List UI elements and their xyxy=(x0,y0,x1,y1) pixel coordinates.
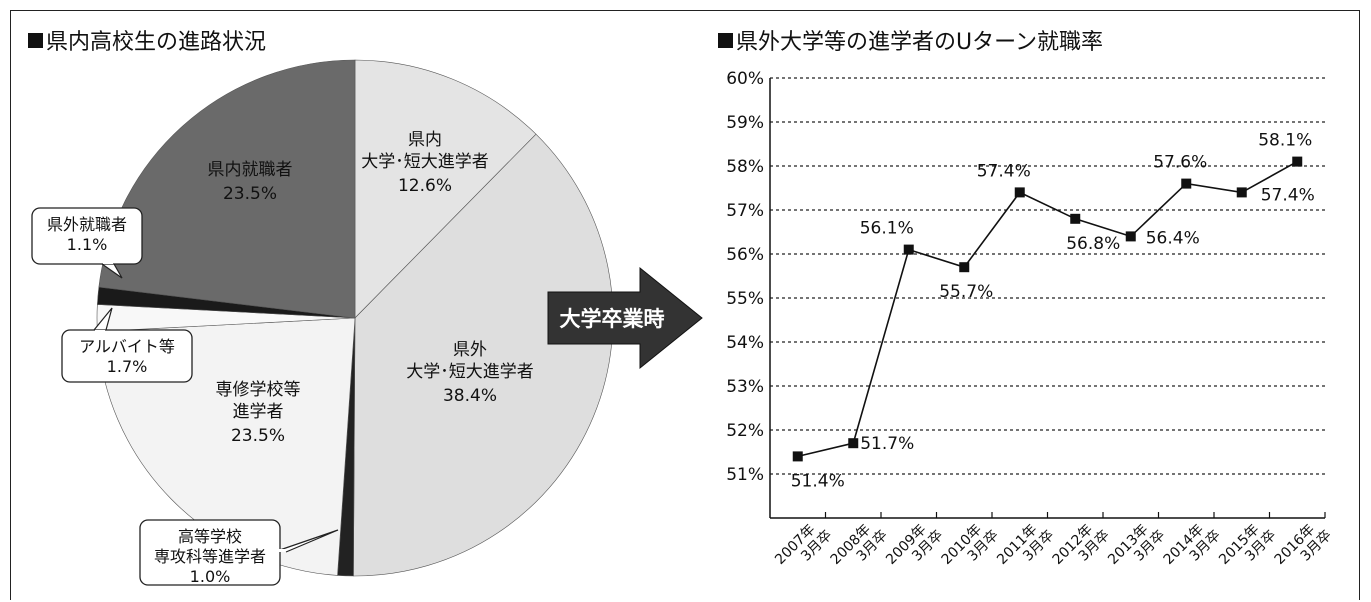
pie-chart: 県内大学･短大進学者12.6%県外大学･短大進学者38.4%専修学校等進学者23… xyxy=(31,59,614,586)
callout-box xyxy=(31,207,143,265)
callout-box xyxy=(139,519,281,586)
pie-slice xyxy=(353,133,614,577)
callout-label: アルバイト等 xyxy=(79,337,175,356)
pie-slice-label: 県内 xyxy=(408,130,442,150)
callout-label: 高等学校 xyxy=(178,527,242,546)
square-bullet-icon xyxy=(718,33,733,48)
pie-slice-value: 23.5% xyxy=(223,184,277,204)
line-chart-title: 県外大学等の進学者のUターン就職率 xyxy=(718,24,1103,56)
pie-slice-label: 県内就職者 xyxy=(208,160,293,180)
pie-chart-title-text: 県内高校生の進路状況 xyxy=(46,30,267,55)
callout-value: 1.7% xyxy=(107,357,148,376)
callout-label: 県外就職者 xyxy=(47,215,127,234)
figure-frame xyxy=(10,10,1360,600)
pie-slice-value: 12.6% xyxy=(398,176,452,196)
line-chart-title-text: 県外大学等の進学者のUターン就職率 xyxy=(736,30,1104,55)
square-bullet-icon xyxy=(28,33,43,48)
pie-slice-label: 専修学校等 xyxy=(216,380,301,400)
callout-pointer xyxy=(93,307,113,331)
callout-label: 専攻科等進学者 xyxy=(154,547,266,566)
pie-slice-label: 大学･短大進学者 xyxy=(361,152,489,172)
pie-slice-label: 進学者 xyxy=(233,402,284,422)
pie-chart-title: 県内高校生の進路状況 xyxy=(28,24,266,56)
pie-slice xyxy=(354,59,537,319)
pie-slice-label: 県外 xyxy=(453,340,487,360)
callout-value: 1.1% xyxy=(67,235,108,254)
callout-pointer xyxy=(101,263,123,279)
callout-box xyxy=(61,329,193,383)
callout-pointer xyxy=(273,529,339,553)
callout-value: 1.0% xyxy=(190,567,231,586)
pie-slice-value: 23.5% xyxy=(231,426,285,446)
pie-slice-label: 大学･短大進学者 xyxy=(406,362,534,382)
pie-slice-value: 38.4% xyxy=(443,386,497,406)
